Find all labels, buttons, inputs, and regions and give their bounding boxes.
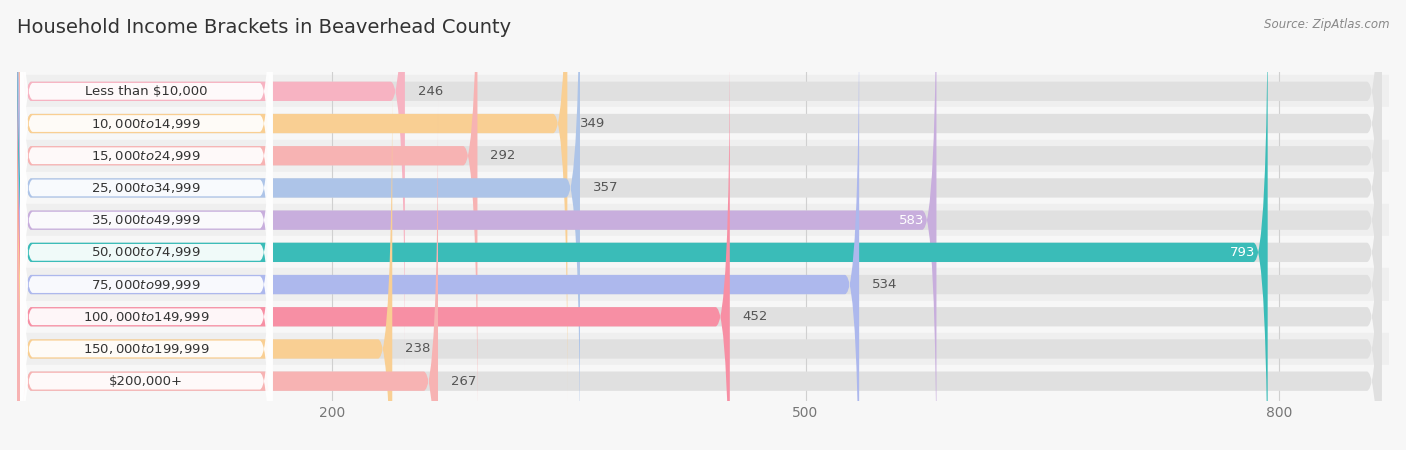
Text: $150,000 to $199,999: $150,000 to $199,999 [83,342,209,356]
FancyBboxPatch shape [17,0,1381,450]
Text: Less than $10,000: Less than $10,000 [84,85,208,98]
FancyBboxPatch shape [17,36,1381,450]
Text: 357: 357 [592,181,619,194]
Text: $50,000 to $74,999: $50,000 to $74,999 [91,245,201,259]
Bar [17,172,1389,204]
FancyBboxPatch shape [17,4,859,450]
FancyBboxPatch shape [17,69,1381,450]
FancyBboxPatch shape [17,0,1381,450]
FancyBboxPatch shape [17,101,439,450]
Bar [17,333,1389,365]
FancyBboxPatch shape [20,0,273,373]
Text: $15,000 to $24,999: $15,000 to $24,999 [91,149,201,163]
Bar [17,108,1389,140]
FancyBboxPatch shape [20,3,273,450]
FancyBboxPatch shape [17,0,1268,450]
Text: $200,000+: $200,000+ [110,375,183,388]
FancyBboxPatch shape [17,101,1381,450]
Bar [17,301,1389,333]
FancyBboxPatch shape [20,0,273,450]
Text: $25,000 to $34,999: $25,000 to $34,999 [91,181,201,195]
Text: $100,000 to $149,999: $100,000 to $149,999 [83,310,209,324]
Text: 267: 267 [451,375,477,388]
Text: 238: 238 [405,342,430,356]
FancyBboxPatch shape [17,0,1381,404]
FancyBboxPatch shape [17,69,392,450]
FancyBboxPatch shape [17,0,478,436]
Bar [17,365,1389,397]
FancyBboxPatch shape [20,0,273,437]
FancyBboxPatch shape [17,0,1381,450]
Text: 452: 452 [742,310,768,323]
Bar [17,269,1389,301]
FancyBboxPatch shape [17,0,1381,436]
FancyBboxPatch shape [17,0,579,450]
Text: 246: 246 [418,85,443,98]
FancyBboxPatch shape [17,0,405,372]
Text: $10,000 to $14,999: $10,000 to $14,999 [91,117,201,130]
Text: 583: 583 [898,214,924,227]
Text: Source: ZipAtlas.com: Source: ZipAtlas.com [1264,18,1389,31]
FancyBboxPatch shape [17,0,936,450]
FancyBboxPatch shape [17,4,1381,450]
FancyBboxPatch shape [20,35,273,450]
FancyBboxPatch shape [17,36,730,450]
FancyBboxPatch shape [20,0,273,341]
Bar [17,140,1389,172]
Bar [17,236,1389,269]
FancyBboxPatch shape [17,0,1381,372]
Text: $35,000 to $49,999: $35,000 to $49,999 [91,213,201,227]
Text: Household Income Brackets in Beaverhead County: Household Income Brackets in Beaverhead … [17,18,510,37]
Text: $75,000 to $99,999: $75,000 to $99,999 [91,278,201,292]
FancyBboxPatch shape [20,0,273,405]
Text: 349: 349 [579,117,605,130]
Text: 534: 534 [872,278,897,291]
FancyBboxPatch shape [17,0,568,404]
Text: 793: 793 [1230,246,1256,259]
Text: 292: 292 [491,149,516,162]
Bar [17,204,1389,236]
FancyBboxPatch shape [20,100,273,450]
Bar [17,75,1389,108]
FancyBboxPatch shape [20,132,273,450]
FancyBboxPatch shape [20,68,273,450]
